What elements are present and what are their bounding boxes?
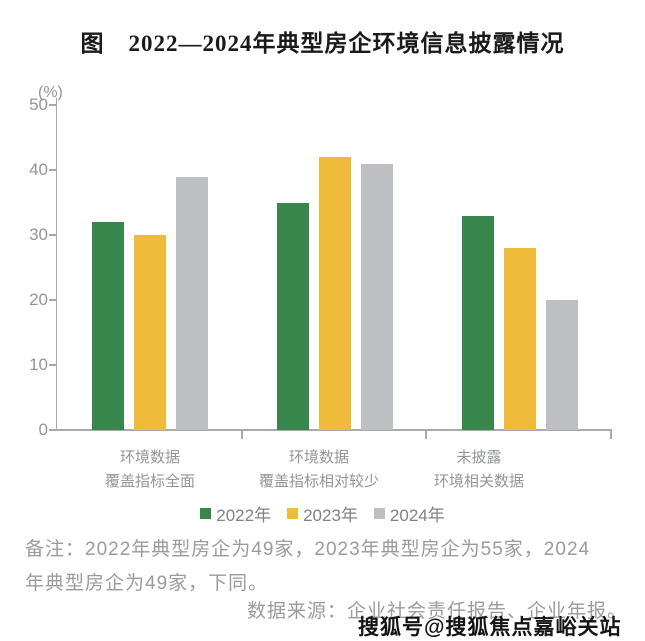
bar-2024年-group-2: [361, 163, 393, 430]
y-axis-unit-label: (%): [38, 84, 63, 101]
y-axis-line: [55, 98, 57, 431]
y-axis-tick: [49, 429, 56, 431]
category-label-line: 未披露: [456, 449, 502, 466]
bar-2023年-group-3: [504, 248, 536, 430]
footnote-line-2: 年典型房企为49家，下同。: [25, 573, 269, 594]
legend-swatch-icon: [373, 508, 385, 519]
y-axis-tick-label: 30: [29, 225, 48, 244]
chart-title: 图 2022—2024年典型房企环境信息披露情况: [80, 31, 565, 56]
bar-2023年-group-1: [134, 235, 166, 430]
watermark-text: 搜狐号@搜狐焦点嘉峪关站: [358, 616, 622, 639]
data-source-text: 数据来源：企业社会责任报告、企业年报。: [247, 601, 628, 622]
bar-2024年-group-1: [176, 176, 208, 430]
y-axis-tick: [49, 169, 56, 171]
legend-label: 2024年: [389, 506, 445, 525]
legend-swatch-icon: [287, 508, 299, 519]
y-axis-tick: [49, 364, 56, 366]
x-axis-tick: [241, 430, 243, 439]
footnote: 备注：2022年典型房企为49家，2023年典型房企为55家，2024 年典型房…: [25, 533, 629, 601]
y-axis-tick-label: 20: [29, 290, 48, 309]
y-axis-tick: [49, 299, 56, 301]
x-axis-category-label-1: 环境数据覆盖指标全面: [105, 446, 195, 494]
legend-swatch-icon: [200, 508, 212, 519]
legend-item-2024年: 2024年: [373, 501, 445, 526]
y-axis-tick: [49, 104, 56, 106]
bar-2024年-group-3: [546, 300, 578, 430]
category-label-line: 环境相关数据: [433, 473, 525, 490]
x-axis-tick: [610, 430, 612, 439]
footnote-line-1: 备注：2022年典型房企为49家，2023年典型房企为55家，2024: [25, 539, 591, 560]
bar-2022年-group-3: [462, 215, 494, 430]
category-label-line: 覆盖指标相对较少: [258, 473, 380, 490]
category-label-line: 环境数据: [119, 449, 181, 466]
x-axis-category-label-3: 未披露 环境相关数据: [434, 446, 524, 494]
bar-2022年-group-1: [92, 222, 124, 430]
x-axis-category-label-2: 环境数据覆盖指标相对较少: [259, 446, 379, 494]
y-axis-tick-label: 50: [29, 95, 48, 114]
legend-item-2023年: 2023年: [287, 501, 358, 526]
category-label-line: 环境数据: [288, 449, 350, 466]
bar-2023年-group-2: [319, 157, 351, 430]
legend-item-2022年: 2022年: [200, 501, 271, 526]
y-axis-tick-label: 0: [38, 420, 48, 439]
category-label-line: 覆盖指标全面: [104, 473, 196, 490]
legend-label: 2023年: [303, 506, 358, 525]
y-axis-tick-label: 40: [29, 160, 48, 179]
y-axis-tick-label: 10: [29, 355, 48, 374]
legend-label: 2022年: [216, 506, 272, 525]
legend: 2022年 2023年 2024年: [0, 501, 645, 526]
x-axis-tick: [425, 430, 427, 439]
y-axis-tick: [49, 234, 56, 236]
bar-2022年-group-2: [277, 202, 309, 430]
